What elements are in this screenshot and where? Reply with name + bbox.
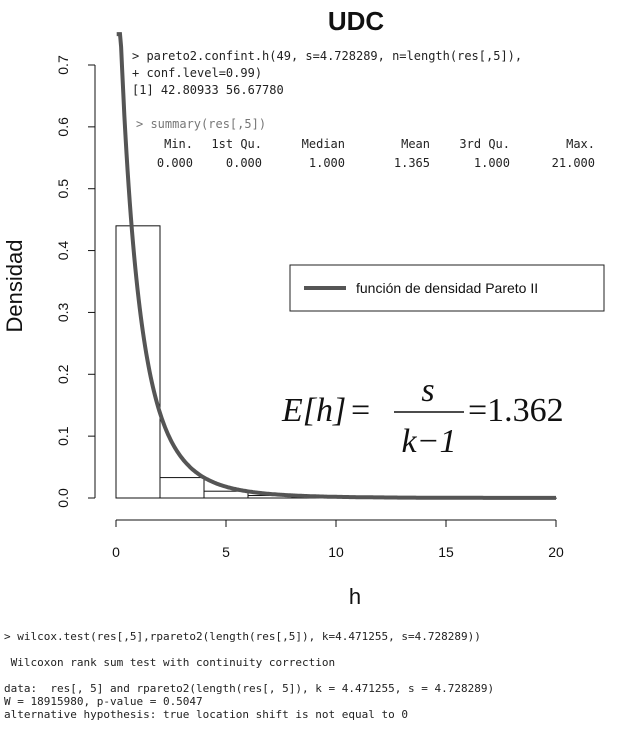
console-line: alternative hypothesis: true location sh… [4,708,408,721]
legend: función de densidad Pareto II [289,264,605,312]
y-axis-label: Densidad [2,240,27,333]
summary-header-cell: Median [302,137,345,151]
histogram-bar [159,477,205,499]
summary-value-cell: 1.365 [394,156,430,170]
x-tick-label: 0 [112,544,120,560]
histogram-bar [203,490,249,499]
summary-header-cell: 3rd Qu. [459,137,510,151]
console-line [4,643,626,656]
summary-value-cell: 1.000 [474,156,510,170]
x-tick-label: 20 [548,544,564,560]
summary-value-cell: 1.000 [309,156,345,170]
formula-result: =1.362 [468,392,564,429]
y-tick-label: 0.4 [55,241,71,261]
r-console-output: > wilcox.test(res[,5],rpareto2(length(re… [4,630,626,721]
y-tick-label: 0.7 [55,55,71,75]
y-axis: 0.0 0.1 0.2 0.3 0.4 0.5 0.6 0.7 [55,55,96,508]
y-tick-label: 0.5 [55,179,71,199]
svg-text:=: = [351,392,370,429]
chart: UDC Densidad h 0.00.10.20.30.40.50.60.7 … [2,6,605,609]
console-line: Wilcoxon rank sum test with continuity c… [4,656,336,669]
x-axis: 0 5 10 15 20 [112,519,564,560]
summary-table: Min. 1st Qu. Median Mean 3rd Qu. Max. 0.000 0.0… [157,137,595,170]
console-line [4,669,626,682]
summary-value-cell: 0.000 [226,156,262,170]
x-tick-label: 5 [222,544,230,560]
r-output-annotation: > pareto2.confint.h(49, s=4.728289, n=le… [132,49,595,170]
formula-lhs: E[h] [281,392,346,429]
r-line-3: [1] 42.80933 56.67780 [132,83,284,97]
formula: E[h] = s k−1 =1.362 [281,372,564,460]
summary-value-cell: 21.000 [552,156,595,170]
y-tick-label: 0.2 [55,364,71,384]
x-tick-label: 15 [438,544,454,560]
formula-numerator: s [421,372,434,409]
x-axis-label: h [349,584,361,609]
summary-header-cell: Max. [566,137,595,151]
console-line: W = 18915980, p-value = 0.5047 [4,695,203,708]
formula-denominator: k−1 [401,423,456,460]
y-tick-label: 0.0 [55,488,71,508]
console-line: data: res[, 5] and rpareto2(length(res[,… [4,682,495,695]
pareto-density-curve [116,32,556,500]
y-tick-label: 0.1 [55,426,71,446]
histogram-bar [115,225,161,499]
summary-command: > summary(res[,5]) [136,117,266,131]
summary-header-cell: 1st Qu. [211,137,262,151]
r-line-1: > pareto2.confint.h(49, s=4.728289, n=le… [132,49,522,63]
legend-label: función de densidad Pareto II [356,280,538,296]
summary-header-cell: Mean [401,137,430,151]
chart-title: UDC [328,6,385,36]
summary-header-cell: Min. [164,137,193,151]
summary-value-cell: 0.000 [157,156,193,170]
r-line-2: + conf.level=0.99) [132,66,262,80]
x-tick-label: 10 [328,544,344,560]
y-tick-label: 0.3 [55,302,71,322]
y-tick-label: 0.6 [55,117,71,137]
console-line: > wilcox.test(res[,5],rpareto2(length(re… [4,630,481,643]
